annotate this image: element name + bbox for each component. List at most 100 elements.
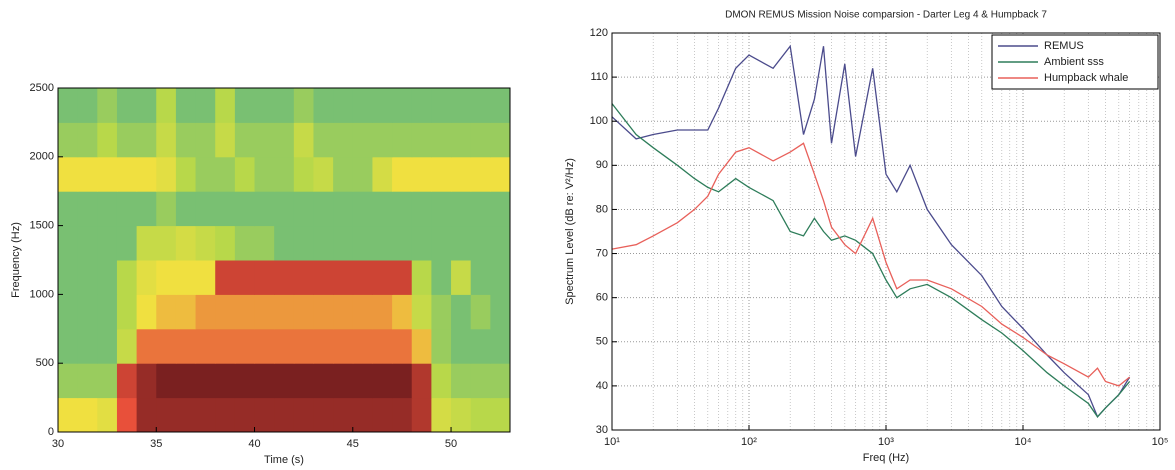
x-tick-label: 40 bbox=[248, 438, 260, 450]
heatmap-cell bbox=[254, 260, 275, 295]
heatmap-cell bbox=[411, 191, 432, 227]
heatmap-cell bbox=[234, 260, 256, 295]
heatmap-cell bbox=[136, 156, 157, 192]
heatmap-cell bbox=[470, 122, 491, 158]
heatmap-cell bbox=[77, 294, 98, 330]
heatmap-cell bbox=[234, 122, 256, 158]
legend-label: REMUS bbox=[1044, 40, 1084, 52]
heatmap-cell bbox=[451, 122, 472, 158]
y-tick-label: 500 bbox=[36, 357, 54, 369]
heatmap-cell bbox=[333, 328, 354, 364]
heatmap-cell bbox=[195, 191, 216, 227]
line-series bbox=[611, 142, 1131, 387]
heatmap-cell bbox=[215, 294, 236, 330]
heatmap-cell bbox=[451, 294, 472, 330]
heatmap-cell bbox=[490, 397, 511, 433]
heatmap-cell bbox=[195, 328, 216, 364]
heatmap-cell bbox=[156, 260, 177, 295]
heatmap-cell bbox=[136, 225, 157, 261]
heatmap-cell bbox=[77, 191, 98, 227]
heatmap-cell bbox=[274, 294, 295, 330]
y-tick-label: 0 bbox=[48, 426, 54, 438]
heatmap-cell bbox=[97, 191, 118, 227]
heatmap-cell bbox=[470, 397, 491, 433]
heatmap-cell bbox=[313, 397, 334, 433]
y-tick-label: 80 bbox=[596, 203, 608, 215]
heatmap-cell bbox=[470, 191, 491, 227]
heatmap-cell bbox=[411, 88, 432, 123]
heatmap-cell bbox=[215, 363, 236, 399]
heatmap-cell bbox=[234, 397, 256, 433]
heatmap-cell bbox=[58, 122, 79, 158]
y-axis-label: Frequency (Hz) bbox=[10, 222, 22, 298]
heatmap-cell bbox=[392, 88, 413, 123]
heatmap-cell bbox=[293, 294, 314, 330]
heatmap-cell bbox=[451, 225, 472, 261]
heatmap-cell bbox=[293, 122, 314, 158]
heatmap-cell bbox=[116, 191, 138, 227]
heatmap-cell bbox=[392, 363, 413, 399]
heatmap-cell bbox=[293, 363, 314, 399]
y-tick-label: 50 bbox=[596, 336, 608, 348]
heatmap-cell bbox=[293, 156, 314, 192]
heatmap-cell bbox=[116, 363, 138, 399]
x-tick-label: 10¹ bbox=[604, 436, 620, 448]
heatmap-cell bbox=[372, 156, 393, 192]
heatmap-cell bbox=[431, 363, 452, 399]
heatmap-cell bbox=[313, 363, 334, 399]
legend-label: Ambient sss bbox=[1044, 56, 1104, 68]
heatmap-cell bbox=[136, 328, 157, 364]
heatmap-cell bbox=[195, 397, 216, 433]
chart-title: DMON REMUS Mission Noise comparsion - Da… bbox=[725, 10, 1047, 21]
heatmap-cell bbox=[215, 191, 236, 227]
heatmap-cell bbox=[234, 294, 256, 330]
heatmap-cell bbox=[313, 294, 334, 330]
x-tick-label: 10² bbox=[741, 436, 757, 448]
heatmap-cell bbox=[372, 260, 393, 295]
heatmap-cell bbox=[490, 122, 511, 158]
heatmap-cell bbox=[293, 260, 314, 295]
x-tick-label: 30 bbox=[52, 438, 64, 450]
heatmap-cell bbox=[77, 328, 98, 364]
heatmap-cell bbox=[136, 88, 157, 123]
heatmap-cell bbox=[490, 260, 511, 295]
x-axis-label: Time (s) bbox=[264, 454, 304, 466]
heatmap-cell bbox=[156, 294, 177, 330]
heatmap-cell bbox=[234, 156, 256, 192]
heatmap-cell bbox=[431, 397, 452, 433]
heatmap-cell bbox=[372, 122, 393, 158]
heatmap-cell bbox=[136, 260, 157, 295]
heatmap-cell bbox=[431, 260, 452, 295]
heatmap-cell bbox=[333, 156, 354, 192]
heatmap-cell bbox=[313, 191, 334, 227]
heatmap-cell bbox=[372, 88, 393, 123]
heatmap-cell bbox=[254, 363, 275, 399]
heatmap-cell bbox=[58, 397, 79, 433]
x-tick-label: 10³ bbox=[878, 436, 894, 448]
heatmap-cell bbox=[451, 328, 472, 364]
heatmap-cell bbox=[274, 397, 295, 433]
heatmap-cell bbox=[58, 294, 79, 330]
heatmap-cell bbox=[116, 122, 138, 158]
heatmap-cell bbox=[234, 363, 256, 399]
heatmap-cell bbox=[116, 260, 138, 295]
heatmap-cell bbox=[411, 260, 432, 295]
heatmap-cell bbox=[274, 328, 295, 364]
heatmap-cell bbox=[58, 191, 79, 227]
heatmap-cell bbox=[313, 260, 334, 295]
heatmap-cell bbox=[254, 397, 275, 433]
heatmap-cell bbox=[274, 88, 295, 123]
heatmap-cell bbox=[195, 156, 216, 192]
heatmap-cell bbox=[372, 363, 393, 399]
heatmap-cell bbox=[195, 363, 216, 399]
heatmap-cell bbox=[215, 122, 236, 158]
heatmap-cell bbox=[392, 225, 413, 261]
heatmap-cell bbox=[175, 225, 197, 261]
y-tick-label: 90 bbox=[596, 159, 608, 171]
heatmap-cell bbox=[97, 88, 118, 123]
heatmap-cell bbox=[58, 363, 79, 399]
heatmap-cell bbox=[274, 225, 295, 261]
heatmap-cell bbox=[77, 260, 98, 295]
heatmap-cell bbox=[156, 225, 177, 261]
